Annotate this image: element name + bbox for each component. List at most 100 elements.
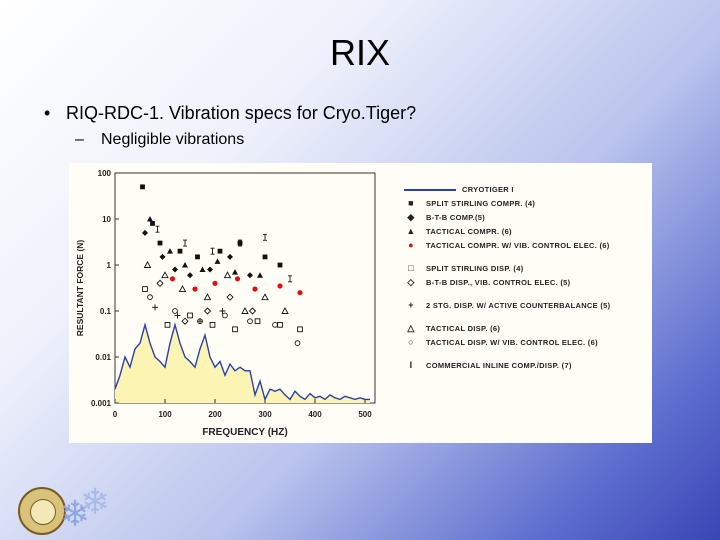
bullet-dot-icon: • xyxy=(44,103,51,123)
chart-legend: CRYOTIGER I ■ SPLIT STIRLING COMPR. (4) ◆ B-… xyxy=(404,185,649,375)
legend-marker-icon: ▲ xyxy=(406,226,416,236)
data-point xyxy=(262,254,268,260)
data-point xyxy=(232,269,238,275)
legend-label: TACTICAL DISP. (6) xyxy=(426,324,501,333)
data-point xyxy=(192,286,198,292)
bullet-text-1: RIQ-RDC-1. Vibration specs for Cryo.Tige… xyxy=(66,103,417,123)
data-point xyxy=(214,258,221,264)
data-point xyxy=(152,304,158,311)
data-point xyxy=(234,276,241,282)
dash-icon: – xyxy=(75,131,84,148)
data-point xyxy=(147,294,153,301)
x-tick-label: 100 xyxy=(158,410,172,419)
data-point xyxy=(167,248,173,254)
data-point xyxy=(156,279,164,287)
institution-logo xyxy=(18,487,66,535)
data-point xyxy=(182,262,188,268)
legend-line-icon xyxy=(404,189,456,191)
legend-item: □ SPLIT STIRLING DISP. (4) xyxy=(404,264,649,275)
y-tick-label: 0.01 xyxy=(95,353,111,362)
data-point xyxy=(297,326,303,333)
legend-item: ◆ B-T-B COMP.(5) xyxy=(404,213,649,224)
data-point xyxy=(209,321,216,328)
x-tick-label: 300 xyxy=(258,410,272,419)
legend-marker-icon: + xyxy=(408,300,414,310)
data-point xyxy=(195,254,200,260)
data-point xyxy=(172,266,178,273)
data-point xyxy=(187,312,193,319)
data-point xyxy=(217,248,223,254)
x-axis-label: FREQUENCY (HZ) xyxy=(202,427,287,438)
data-point xyxy=(161,271,169,279)
legend-marker-icon: I xyxy=(409,360,413,370)
legend-item: △ TACTICAL DISP. (6) xyxy=(404,324,649,335)
data-point xyxy=(223,271,232,279)
data-point xyxy=(297,290,303,296)
legend-label: B-T-B DISP., VIB. CONTROL ELEC. (5) xyxy=(426,278,571,287)
data-point xyxy=(197,318,203,325)
data-point xyxy=(174,312,181,319)
bullet-text-2: Negligible vibrations xyxy=(101,131,245,148)
y-tick-label: 1 xyxy=(107,261,112,270)
data-point xyxy=(238,239,242,247)
legend-item: ◇ B-T-B DISP., VIB. CONTROL ELEC. (5) xyxy=(404,278,649,298)
legend-label: TACTICAL COMPR. (6) xyxy=(426,227,512,236)
data-point xyxy=(254,318,261,325)
data-point xyxy=(187,272,193,279)
snowflake-icon-2: ❄ xyxy=(80,481,111,522)
legend-item: ● TACTICAL COMPR. W/ VIB. CONTROL ELEC. (… xyxy=(404,241,649,261)
data-point xyxy=(294,340,301,347)
legend-marker-icon: □ xyxy=(408,263,414,273)
data-point xyxy=(248,307,257,315)
data-point xyxy=(210,247,215,255)
data-point xyxy=(252,286,258,292)
data-point xyxy=(203,307,212,315)
legend-marker-icon: ◇ xyxy=(407,277,415,287)
data-point xyxy=(147,216,153,222)
data-point xyxy=(222,312,228,319)
data-point xyxy=(247,272,253,279)
legend-marker-icon: △ xyxy=(407,323,415,333)
data-point xyxy=(157,240,163,246)
x-tick-label: 0 xyxy=(113,410,118,419)
legend-item: ○ TACTICAL DISP. W/ VIB. CONTROL ELEC. (6… xyxy=(404,338,649,358)
legend-label: B-T-B COMP.(5) xyxy=(426,213,486,222)
data-point xyxy=(150,221,155,226)
y-tick-label: 10 xyxy=(102,215,111,224)
legend-label: SPLIT STIRLING COMPR. (4) xyxy=(426,199,536,208)
data-point xyxy=(272,321,278,328)
data-point xyxy=(181,317,189,325)
data-point xyxy=(261,293,269,301)
x-tick-label: 500 xyxy=(358,410,372,419)
snowflake-icon: ❄ xyxy=(60,493,91,534)
data-point xyxy=(143,261,152,268)
legend-marker-icon: ■ xyxy=(408,198,414,208)
vibration-chart: 100 10 1 0.1 0.01 0.001 0 100 200 300 400 500 FREQUE… xyxy=(69,163,652,443)
legend-label: 2 STG. DISP. W/ ACTIVE COUNTERBALANCE (5… xyxy=(426,301,611,310)
legend-label: TACTICAL COMPR. W/ VIB. CONTROL ELEC. (6… xyxy=(426,241,610,250)
y-tick-label: 100 xyxy=(98,169,112,178)
data-point xyxy=(177,248,183,254)
data-point xyxy=(155,225,160,233)
x-tick-label: 200 xyxy=(208,410,222,419)
bullet-item-1: • RIQ-RDC-1. Vibration specs for Cryo.Tig… xyxy=(44,103,416,124)
data-point xyxy=(277,283,283,289)
legend-label: CRYOTIGER I xyxy=(462,185,514,194)
legend-item: ■ SPLIT STIRLING COMPR. (4) xyxy=(404,199,649,210)
legend-marker-icon: ● xyxy=(408,240,414,250)
data-point xyxy=(241,307,249,314)
data-point xyxy=(247,318,253,325)
data-point xyxy=(178,285,187,293)
data-point xyxy=(142,286,148,292)
data-point xyxy=(212,280,218,286)
bullet-item-2: – Negligible vibrations xyxy=(75,131,244,149)
data-point xyxy=(263,233,267,241)
data-point xyxy=(199,266,206,272)
legend-label: COMMERCIAL INLINE COMP./DISP. (7) xyxy=(426,361,572,370)
data-point xyxy=(226,293,234,301)
legend-label: TACTICAL DISP. W/ VIB. CONTROL ELEC. (6) xyxy=(426,338,598,347)
data-point xyxy=(288,275,292,283)
legend-item: +2 STG. DISP. W/ ACTIVE COUNTERBALANCE (… xyxy=(404,301,649,321)
legend-label: SPLIT STIRLING DISP. (4) xyxy=(426,264,524,273)
